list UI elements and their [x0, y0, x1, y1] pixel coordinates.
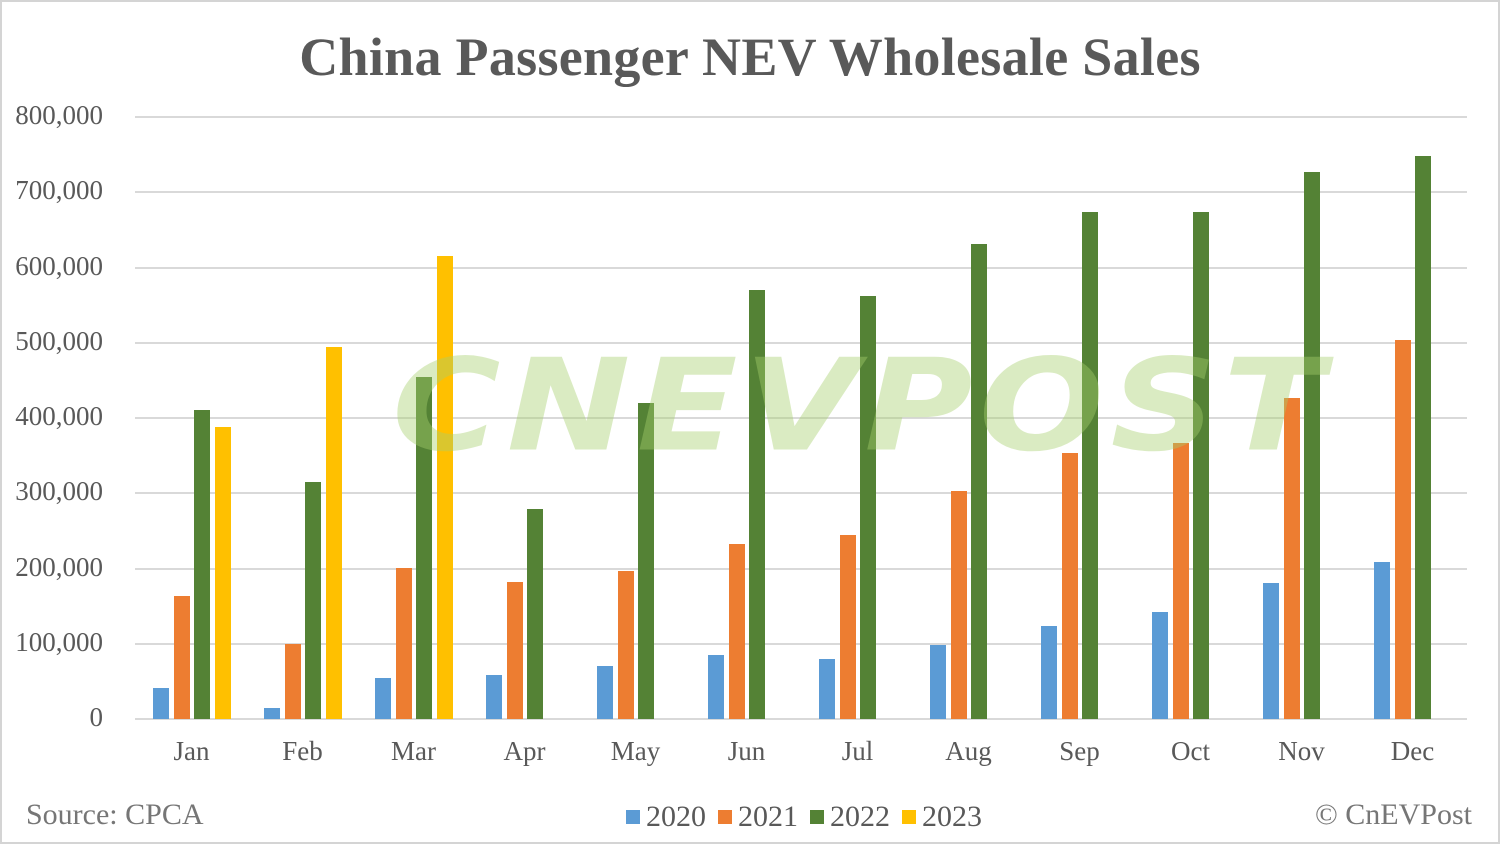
bar-2021-aug [950, 491, 967, 719]
bar-2021-apr [506, 582, 523, 719]
x-tick-label: Jan [173, 736, 210, 766]
x-tick-label: Nov [1278, 736, 1325, 766]
gridline [135, 567, 1467, 570]
x-tick-label: Feb [282, 736, 323, 766]
x-tick-label: Oct [1171, 736, 1210, 766]
legend-item-2020: 2020 [626, 800, 706, 834]
bar-2021-jan [173, 595, 190, 719]
bar-2020-aug [930, 645, 946, 719]
y-tick-label: 800,000 [15, 100, 103, 130]
legend-label: 2020 [646, 800, 706, 833]
bar-2022-dec [1415, 156, 1431, 719]
bar-2021-jun [728, 543, 745, 719]
bar-2021-may [617, 570, 634, 719]
bar-2020-sep [1041, 625, 1057, 719]
bar-2020-jun [708, 655, 724, 719]
y-tick-label: 300,000 [15, 476, 103, 507]
bar-2021-oct [1172, 442, 1189, 719]
bar-2020-nov [1263, 582, 1279, 719]
plot-area [135, 116, 1467, 720]
x-tick-label: Apr [503, 736, 546, 766]
bar-2021-jul [839, 534, 856, 719]
x-tick-label: Jul [841, 736, 874, 766]
bar-2022-jul [860, 296, 876, 719]
gridline [135, 191, 1467, 194]
bar-2020-jan [153, 688, 169, 719]
gridline [135, 266, 1467, 269]
x-tick-label: Sep [1059, 736, 1100, 766]
bar-2020-mar [375, 677, 391, 719]
y-tick-label: 600,000 [15, 250, 103, 281]
bar-2022-feb [305, 481, 321, 719]
legend-label: 2022 [830, 800, 890, 833]
bar-2022-mar [416, 376, 432, 719]
x-tick-label: Aug [945, 736, 992, 766]
bar-2020-feb [264, 707, 280, 719]
chart-title: China Passenger NEV Wholesale Sales [299, 27, 1201, 87]
gridline [135, 718, 1467, 720]
copyright-label: © CnEVPost [1315, 798, 1472, 831]
bar-2020-oct [1152, 612, 1168, 719]
bar-2023-mar [436, 256, 453, 719]
bar-2020-apr [486, 674, 502, 719]
y-tick-label: 100,000 [15, 626, 103, 657]
x-tick-label: May [610, 736, 661, 766]
bar-2021-feb [284, 643, 301, 719]
x-tick-label: Dec [1390, 736, 1435, 766]
y-tick-label: 400,000 [15, 401, 103, 431]
bar-2022-sep [1082, 211, 1098, 719]
bar-2023-feb [325, 347, 342, 719]
y-tick-label: 0 [89, 702, 104, 732]
bar-2022-jun [749, 290, 765, 719]
x-tick-label: Mar [391, 736, 436, 766]
gridline [135, 492, 1467, 495]
legend-swatch-icon [626, 810, 640, 824]
bar-2020-dec [1374, 562, 1390, 719]
bar-2020-jul [819, 658, 835, 719]
legend-label: 2021 [738, 800, 798, 833]
legend: 2020 2021 2022 2023 [626, 800, 994, 834]
y-tick-label: 500,000 [15, 325, 103, 356]
bar-2020-may [597, 666, 613, 719]
bar-2021-mar [395, 567, 412, 719]
bar-2023-jan [214, 427, 231, 719]
bar-2022-jan [194, 409, 210, 719]
gridline [135, 642, 1467, 645]
y-tick-label: 700,000 [15, 175, 103, 206]
y-tick-label: 200,000 [15, 551, 103, 582]
legend-swatch-icon [902, 810, 916, 824]
gridline [135, 341, 1467, 344]
bar-2022-may [638, 402, 654, 719]
bar-2021-sep [1061, 453, 1078, 719]
gridline [135, 116, 1467, 118]
bar-2022-aug [971, 244, 987, 719]
bar-2022-oct [1193, 211, 1209, 719]
bar-2022-apr [527, 509, 543, 719]
source-label: Source: CPCA [26, 798, 204, 831]
gridline [135, 417, 1467, 419]
legend-swatch-icon [810, 810, 824, 824]
legend-label: 2023 [922, 800, 982, 833]
x-tick-label: Jun [727, 736, 766, 766]
bar-2022-nov [1304, 171, 1320, 719]
legend-item-2021: 2021 [718, 800, 798, 834]
legend-item-2023: 2023 [902, 800, 982, 834]
legend-item-2022: 2022 [810, 800, 890, 834]
bar-2021-dec [1394, 339, 1411, 719]
bar-2021-nov [1283, 397, 1300, 719]
legend-swatch-icon [718, 810, 732, 824]
